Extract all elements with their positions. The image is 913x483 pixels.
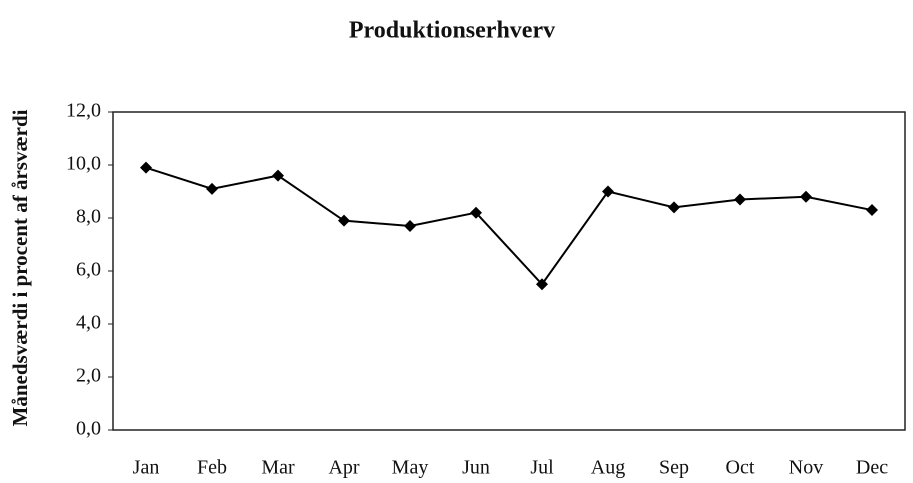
x-tick-label: Jan <box>133 457 160 479</box>
y-tick-label: 6,0 <box>76 259 101 281</box>
x-tick-label: May <box>392 457 429 479</box>
x-tick-label: Jul <box>530 457 554 479</box>
y-tick-label: 8,0 <box>76 206 101 228</box>
marker <box>866 204 878 217</box>
x-tick-label: Apr <box>328 457 359 479</box>
x-tick-label: Oct <box>726 457 755 479</box>
y-axis-label: Månedsværdi i procent af årsværdi <box>8 109 32 426</box>
marker <box>338 214 350 227</box>
marker <box>602 185 614 198</box>
x-tick-label: Jun <box>462 457 490 479</box>
x-tick-label: Dec <box>856 457 888 479</box>
marker <box>272 169 284 182</box>
marker <box>800 190 812 203</box>
chart-title: Produktionserhverv <box>349 18 555 44</box>
x-tick-label: Nov <box>789 457 823 479</box>
y-tick-label: 0,0 <box>76 418 101 440</box>
y-tick-label: 4,0 <box>76 312 101 334</box>
marker <box>140 161 152 174</box>
x-tick-label: Sep <box>659 457 689 479</box>
line <box>145 166 873 286</box>
marker <box>404 219 416 232</box>
marker <box>470 206 482 219</box>
y-tick-label: 12,0 <box>66 100 101 122</box>
x-tick-label: Mar <box>261 457 295 479</box>
x-tick-label: Feb <box>197 457 227 479</box>
marker <box>668 201 680 214</box>
x-tick-label: Aug <box>591 457 625 479</box>
y-tick-label: 10,0 <box>66 153 101 175</box>
marker <box>206 182 218 195</box>
marker <box>734 193 746 206</box>
marker <box>536 278 548 291</box>
plot-frame <box>112 111 906 431</box>
y-tick-label: 2,0 <box>76 365 101 387</box>
